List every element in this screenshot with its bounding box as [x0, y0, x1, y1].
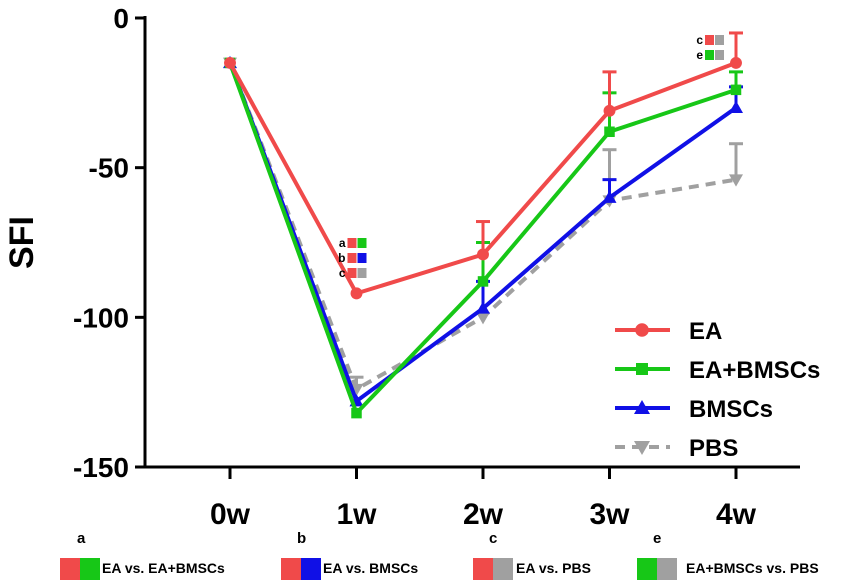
- legend-label: PBS: [689, 435, 738, 462]
- annotation-letter: c: [696, 33, 703, 47]
- footnote-swatch: [301, 558, 321, 580]
- annotation-swatch: [357, 238, 367, 248]
- footnote-swatch: [657, 558, 677, 580]
- footnote-text: EA+BMSCs vs. PBS: [686, 560, 819, 576]
- annotation-letter: e: [696, 48, 703, 62]
- footnote-swatch: [60, 558, 80, 580]
- footnote-text: EA vs. PBS: [516, 560, 591, 576]
- footnote-letter: c: [489, 530, 498, 547]
- annotation-swatch: [705, 35, 714, 45]
- footnote-text: EA vs. BMSCs: [323, 560, 419, 576]
- x-tick-label: 0w: [210, 498, 251, 530]
- data-point: [729, 174, 743, 187]
- footnote-swatch: [637, 558, 657, 580]
- significance-footnotes: a EA vs. EA+BMSCs b EA vs. BMSCs c EA vs…: [0, 530, 851, 587]
- annotation-swatch: [715, 50, 724, 60]
- y-tick-label: 0: [113, 3, 129, 34]
- legend-marker: [634, 441, 650, 455]
- data-point: [476, 301, 490, 314]
- legend-label: EA+BMSCs: [689, 357, 820, 384]
- significance-annotation: abc: [338, 236, 367, 280]
- data-point: [351, 407, 362, 419]
- data-point: [477, 248, 489, 261]
- x-tick-label: 1w: [336, 498, 377, 530]
- annotation-letter: b: [338, 251, 345, 265]
- y-tick-label: -50: [89, 153, 129, 184]
- annotation-swatch: [347, 238, 357, 248]
- annotation-swatch: [705, 50, 714, 60]
- legend-marker: [634, 400, 650, 414]
- legend-label: EA: [689, 318, 722, 345]
- annotation-swatch: [357, 253, 367, 263]
- y-tick-label: -150: [73, 452, 129, 483]
- legend-label: BMSCs: [689, 396, 773, 423]
- y-axis-label: SFI: [3, 216, 41, 269]
- legend: EA EA+BMSCs BMSCs PBS: [615, 318, 820, 462]
- x-tick-label: 4w: [716, 498, 757, 530]
- data-point: [603, 104, 616, 117]
- footnote-swatch: [281, 558, 301, 580]
- significance-annotation: ce: [696, 33, 724, 62]
- annotation-swatch: [347, 253, 357, 263]
- footnote-letter: e: [653, 530, 662, 547]
- footnote-swatch: [80, 558, 100, 580]
- footnote-swatch: [473, 558, 493, 580]
- data-point: [730, 84, 742, 96]
- data-point: [350, 287, 363, 300]
- annotation-letter: a: [339, 236, 346, 250]
- data-point: [604, 126, 615, 137]
- legend-marker: [636, 363, 648, 375]
- series-ea: [224, 31, 743, 300]
- footnote-text: EA vs. EA+BMSCs: [102, 560, 225, 576]
- annotation-swatch: [347, 268, 357, 278]
- annotation-swatch: [715, 35, 724, 45]
- data-point: [224, 56, 236, 69]
- legend-marker: [635, 323, 649, 337]
- footnote-letter: a: [77, 530, 86, 547]
- x-tick-label: 3w: [589, 498, 630, 530]
- data-point: [602, 190, 617, 203]
- footnote-letter: b: [297, 530, 307, 547]
- data-point: [476, 312, 490, 325]
- annotation-letter: c: [339, 266, 346, 280]
- y-tick-label: -100: [73, 302, 129, 333]
- data-point: [729, 100, 743, 114]
- annotation-swatch: [357, 268, 367, 278]
- data-point: [730, 56, 742, 69]
- x-tick-label: 2w: [463, 498, 504, 530]
- footnote-swatch: [493, 558, 513, 580]
- data-point: [477, 276, 489, 287]
